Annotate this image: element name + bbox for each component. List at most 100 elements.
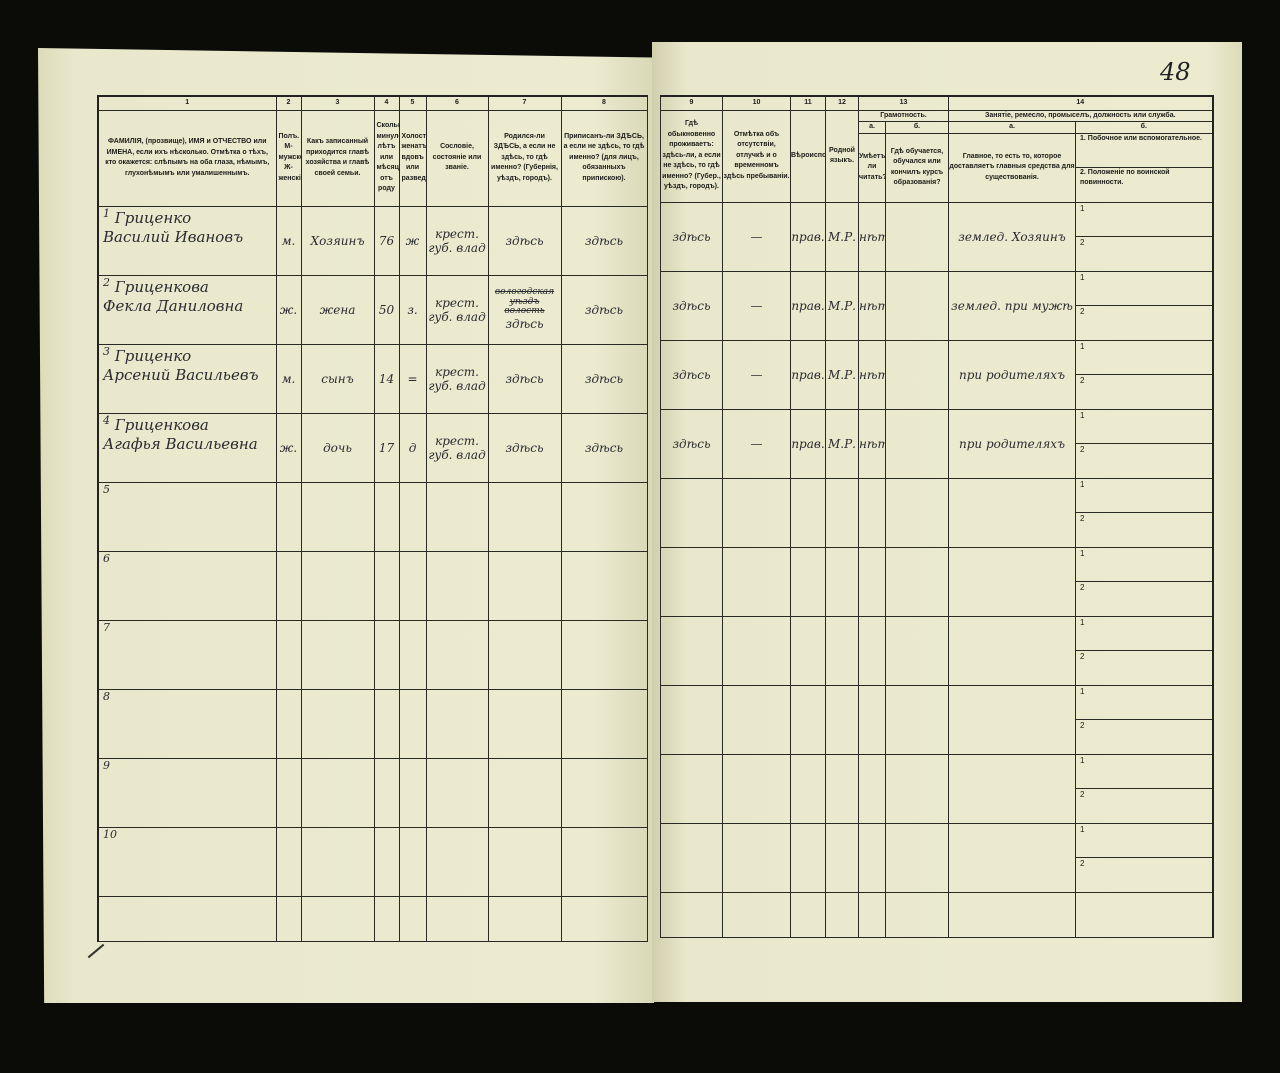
cell-literacy: [858, 684, 886, 755]
column-number: 8: [560, 95, 648, 111]
sub-label-1: 1: [1076, 617, 1212, 651]
cell-age: 14: [373, 343, 400, 414]
cell-occupation: землед. при мужѣ: [948, 270, 1077, 341]
cell-registered: здѣсь: [560, 205, 648, 276]
cell-resides: здѣсь: [660, 270, 723, 341]
subcolumn-label: б.: [1075, 121, 1214, 134]
name-cell: 6: [97, 550, 277, 621]
column-header: ФАМИЛІЯ, (прозвище), ИМЯ и ОТЧЕСТВО или …: [97, 109, 277, 207]
cell-estate: крест. губ. влад: [425, 343, 489, 414]
name-cell: 9: [97, 757, 277, 828]
table-row: 5: [97, 481, 648, 552]
cell-registered: здѣсь: [560, 343, 648, 414]
sub-label-1: 1: [1076, 341, 1212, 375]
cell-age: [373, 550, 400, 621]
sub-label-2: 2: [1080, 237, 1085, 247]
cell-resides: [660, 822, 723, 893]
cell-sex: [275, 757, 302, 828]
sub-label-1: 1: [1076, 479, 1212, 513]
sub-label-2: 2: [1080, 789, 1085, 799]
sub-label-1: 1: [1076, 548, 1212, 582]
column-number: 9: [660, 95, 723, 111]
cell-education: [884, 615, 950, 686]
sub-label-2: 2: [1080, 858, 1085, 868]
cell-literacy: [858, 477, 886, 548]
cell-occupation: при родителяхъ: [948, 339, 1077, 410]
sub-label-1: 1: [1076, 755, 1212, 789]
cell-occupation: [948, 753, 1077, 824]
cell-relation: Хозяинъ: [300, 205, 375, 276]
cell-estate: [425, 826, 489, 897]
cell-literacy: нѣтъ: [858, 201, 886, 272]
row-number: 2: [103, 275, 110, 289]
cell-born: [487, 550, 562, 621]
header-14b2: 2. Положеніе по воинской повинности.: [1080, 168, 1170, 187]
cell-estate: крест. губ. влад: [425, 412, 489, 483]
column-number: 7: [487, 95, 562, 111]
cell-registered: [560, 826, 648, 897]
cell-occupation: землед. Хозяинъ: [948, 201, 1077, 272]
cell-marital: [398, 481, 427, 552]
cell-estate: [425, 619, 489, 690]
cell-registered: [560, 550, 648, 621]
row-number: 7: [103, 620, 110, 634]
cell-education: [884, 546, 950, 617]
cell-sex: [275, 550, 302, 621]
sub-label-2: 2: [1080, 306, 1085, 316]
column-number: 10: [722, 95, 791, 111]
cell-occupation: [948, 684, 1077, 755]
cell-education: [884, 477, 950, 548]
cell-age: [373, 619, 400, 690]
cell-literacy: нѣтъ: [858, 408, 886, 479]
cell-marital: [398, 757, 427, 828]
table-row: 4 Гриценкова Агафья Васильевна ж. дочь 17 д кр…: [97, 412, 648, 483]
page-number: 48: [1160, 58, 1191, 86]
cell-relation: [300, 481, 375, 552]
sub-label-2: 2: [1080, 651, 1085, 661]
cell-absence: [722, 753, 791, 824]
row-number: 4: [103, 413, 110, 427]
sub-label-2: 2: [1080, 444, 1085, 454]
cell-relation: [300, 688, 375, 759]
cell-language: [825, 615, 859, 686]
cell-absence: —: [722, 201, 791, 272]
cell-religion: [790, 684, 826, 755]
cell-religion: прав.: [790, 408, 826, 479]
cell-language: М.Р.: [825, 408, 859, 479]
column-header-14b: 1. Побочное или вспомогательное. 2. Полож…: [1075, 132, 1214, 203]
cell-education: [884, 822, 950, 893]
cell-language: [825, 753, 859, 824]
cell-education: [884, 408, 950, 479]
cell-resides: [660, 477, 723, 548]
column-header: Гдѣ обыкновенно проживаетъ: здѣсь-ли, а …: [660, 109, 723, 203]
cell-sex: [275, 826, 302, 897]
cell-born: [487, 757, 562, 828]
cell-sex: [275, 688, 302, 759]
cell-relation: [300, 826, 375, 897]
cell-resides: здѣсь: [660, 339, 723, 410]
subcolumn-label: а.: [948, 121, 1077, 134]
cell-language: [825, 822, 859, 893]
cell-age: 76: [373, 205, 400, 276]
cell-age: [373, 826, 400, 897]
given-name: Фекла Даниловна: [103, 297, 244, 315]
cell-language: [825, 477, 859, 548]
surname: Гриценко: [114, 208, 192, 227]
column-header: Родной языкъ.: [825, 109, 859, 203]
cell-age: 17: [373, 412, 400, 483]
cell-marital: [398, 550, 427, 621]
row-number: 5: [103, 482, 110, 496]
cell-religion: прав.: [790, 201, 826, 272]
cell-language: [825, 546, 859, 617]
